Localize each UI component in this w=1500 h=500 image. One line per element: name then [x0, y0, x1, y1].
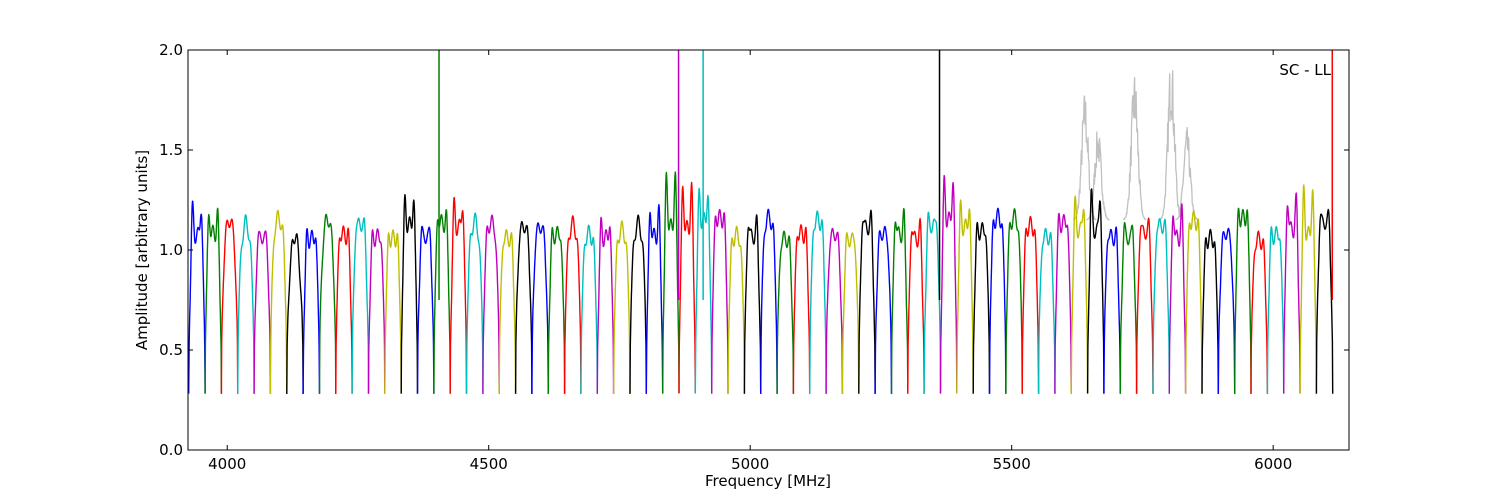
- channel-trace: [302, 228, 321, 394]
- channel-trace: [416, 225, 435, 394]
- x-tick-label: 4000: [208, 455, 246, 473]
- channel-trace: [563, 215, 582, 394]
- y-axis-ticks: 0.0 0.5 1.0 1.5 2.0: [159, 41, 1349, 459]
- x-tick-label: 4500: [470, 455, 508, 473]
- channel-trace: [809, 210, 827, 394]
- channel-trace: [1217, 227, 1236, 394]
- channel-trace: [645, 204, 664, 394]
- channel-trace: [858, 209, 876, 394]
- channel-trace: [1037, 227, 1056, 394]
- channel-trace: [1283, 192, 1301, 394]
- channel-trace: [678, 181, 696, 394]
- x-tick-label: 6000: [1254, 455, 1292, 473]
- channel-trace: [318, 213, 337, 395]
- y-tick-label: 0.5: [159, 341, 183, 359]
- channel-trace: [400, 194, 419, 394]
- channel-trace: [367, 228, 386, 394]
- channel-trace: [1184, 210, 1203, 394]
- channel-trace: [433, 209, 451, 394]
- channel-trace: [1266, 226, 1285, 394]
- channel-trace: [939, 174, 958, 394]
- channel-trace: [841, 232, 860, 394]
- channel-trace: [711, 209, 729, 394]
- channel-trace: [629, 214, 647, 394]
- channel-trace: [531, 222, 549, 394]
- channel-trace: [482, 214, 500, 394]
- x-axis-label: Frequency [MHz]: [705, 472, 831, 490]
- y-tick-label: 0.0: [159, 441, 183, 459]
- channel-trace: [1054, 212, 1072, 394]
- channel-trace: [1234, 207, 1252, 394]
- y-tick-label: 1.5: [159, 141, 183, 159]
- background-trace: [1159, 70, 1183, 221]
- background-trace: [1122, 77, 1147, 221]
- channel-trace: [1086, 188, 1105, 394]
- plot-background: [188, 50, 1349, 450]
- x-tick-label: 5000: [731, 455, 769, 473]
- channel-trace: [1152, 218, 1170, 394]
- channel-trace: [743, 214, 762, 394]
- channel-trace: [269, 209, 288, 394]
- channel-trace: [498, 229, 517, 394]
- channel-trace: [1299, 184, 1318, 394]
- channel-trace: [662, 171, 680, 394]
- channel-trace: [286, 233, 304, 395]
- channel-trace: [1168, 203, 1187, 394]
- channel-trace: [188, 200, 206, 394]
- channel-trace: [612, 220, 631, 394]
- channel-trace: [1005, 208, 1023, 394]
- channel-trace: [956, 199, 974, 394]
- channel-trace: [514, 221, 533, 394]
- chart-annotation: SC - LL: [1279, 61, 1331, 79]
- channel-trace: [1103, 226, 1121, 394]
- channel-trace: [204, 207, 223, 394]
- y-axis-label: Amplitude [arbitrary units]: [133, 150, 151, 350]
- channel-trace: [1021, 215, 1040, 394]
- y-tick-label: 2.0: [159, 41, 183, 59]
- channel-trace: [547, 225, 566, 394]
- channel-trace: [760, 208, 778, 394]
- channel-trace: [792, 224, 811, 394]
- channel-trace: [1119, 221, 1138, 394]
- channel-trace: [972, 221, 991, 394]
- channel-trace: [923, 211, 942, 394]
- channel-trace: [351, 217, 370, 394]
- channel-trace: [237, 214, 255, 395]
- y-tick-label: 1.0: [159, 241, 183, 259]
- channel-trace: [727, 225, 746, 394]
- channel-trace: [988, 207, 1007, 394]
- channel-trace: [825, 227, 844, 394]
- channel-trace: [335, 225, 353, 394]
- x-axis-ticks: 4000 4500 5000 5500 6000: [208, 50, 1292, 473]
- channel-trace: [1070, 195, 1089, 394]
- channel-traces: [188, 50, 1334, 395]
- channel-trace: [1250, 230, 1269, 394]
- channel-trace: [874, 225, 893, 394]
- channel-trace: [596, 216, 615, 394]
- channel-trace: [580, 224, 598, 394]
- channel-trace: [776, 230, 795, 394]
- x-tick-label: 5500: [993, 455, 1031, 473]
- channel-trace: [907, 217, 925, 394]
- channel-trace: [384, 229, 402, 394]
- channel-trace: [1201, 228, 1219, 394]
- channel-trace: [890, 208, 909, 394]
- channel-trace: [253, 230, 272, 394]
- channel-trace: [449, 196, 468, 394]
- channel-trace: [1315, 208, 1334, 394]
- channel-trace: [465, 212, 484, 394]
- channel-trace: [1135, 217, 1154, 394]
- channel-trace: [220, 218, 239, 394]
